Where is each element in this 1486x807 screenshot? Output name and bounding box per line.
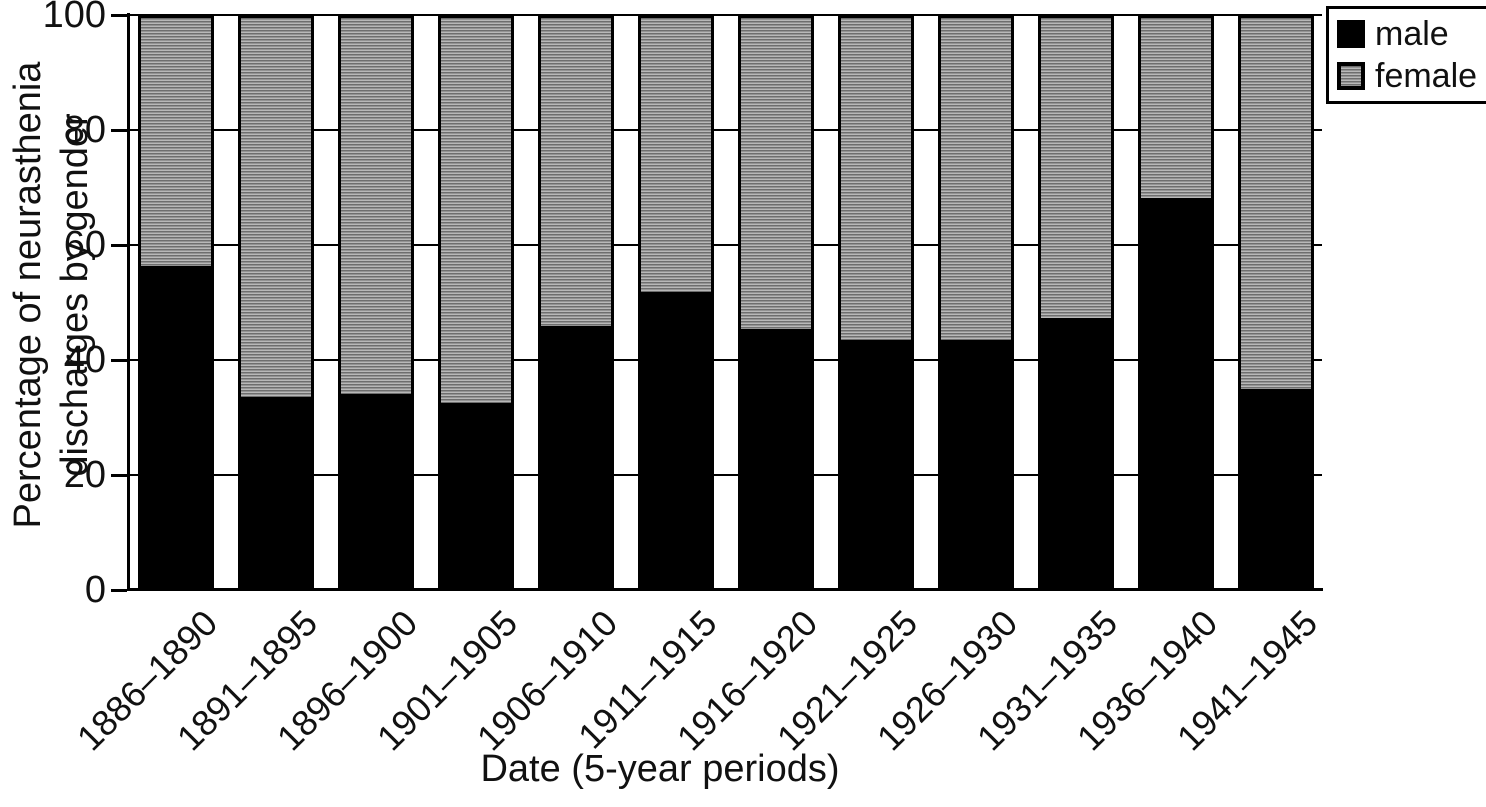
y-gridline-100 xyxy=(130,14,1322,16)
bar-male-segment xyxy=(441,404,511,587)
legend-male-label: male xyxy=(1375,15,1449,53)
bar-1921–1925 xyxy=(838,15,914,590)
y-tick-label-40: 40 xyxy=(63,339,106,381)
bar-1906–1910 xyxy=(538,15,614,590)
y-tick-label-60: 60 xyxy=(63,224,106,266)
bar-male-segment xyxy=(541,328,611,587)
x-axis-line xyxy=(127,588,1323,591)
bar-1896–1900 xyxy=(338,15,414,590)
y-tick-80 xyxy=(111,129,127,132)
bar-male-segment xyxy=(1041,319,1111,587)
bar-female-segment xyxy=(1141,18,1211,201)
y-tick-100 xyxy=(111,14,127,17)
bar-female-segment xyxy=(541,18,611,329)
y-gridline-60 xyxy=(130,244,1322,246)
bar-1911–1915 xyxy=(638,15,714,590)
bar-female-segment xyxy=(1041,18,1111,320)
bar-female-segment xyxy=(241,18,311,400)
bar-male-segment xyxy=(841,342,911,587)
bar-male-segment xyxy=(741,330,811,587)
bar-male-segment xyxy=(941,342,1011,587)
bar-1936–1940 xyxy=(1138,15,1214,590)
y-tick-label-20: 20 xyxy=(63,454,106,496)
legend: male female xyxy=(1326,6,1486,104)
bar-female-segment xyxy=(141,18,211,269)
bar-female-segment xyxy=(741,18,811,331)
bar-1916–1920 xyxy=(738,15,814,590)
y-gridline-40 xyxy=(130,359,1322,361)
y-tick-label-100: 100 xyxy=(42,0,106,36)
y-gridline-80 xyxy=(130,129,1322,131)
bar-1886–1890 xyxy=(138,15,214,590)
legend-female-label: female xyxy=(1375,57,1478,95)
bar-female-segment xyxy=(341,18,411,397)
bar-female-segment xyxy=(941,18,1011,343)
bar-male-segment xyxy=(241,399,311,587)
bar-1891–1895 xyxy=(238,15,314,590)
y-tick-0 xyxy=(111,589,127,592)
bar-male-segment xyxy=(1141,200,1211,587)
bar-female-segment xyxy=(841,18,911,343)
y-axis-line xyxy=(127,13,130,591)
y-tick-40 xyxy=(111,359,127,362)
bar-male-segment xyxy=(341,396,411,587)
y-tick-20 xyxy=(111,474,127,477)
bar-1901–1905 xyxy=(438,15,514,590)
y-tick-label-0: 0 xyxy=(84,569,106,611)
y-tick-60 xyxy=(111,244,127,247)
bar-1931–1935 xyxy=(1038,15,1114,590)
bar-1926–1930 xyxy=(938,15,1014,590)
bar-female-segment xyxy=(441,18,511,405)
legend-female-swatch-icon xyxy=(1337,62,1365,90)
y-tick-label-80: 80 xyxy=(63,109,106,151)
bar-1941–1945 xyxy=(1238,15,1314,590)
bar-male-segment xyxy=(1241,390,1311,587)
bar-male-segment xyxy=(641,293,711,587)
legend-item-male: male xyxy=(1337,15,1477,53)
legend-male-swatch-icon xyxy=(1337,20,1365,48)
bar-female-segment xyxy=(1241,18,1311,391)
bar-male-segment xyxy=(141,268,211,587)
legend-item-female: female xyxy=(1337,57,1477,95)
y-gridline-20 xyxy=(130,474,1322,476)
bar-female-segment xyxy=(641,18,711,294)
x-axis-title: Date (5-year periods) xyxy=(480,748,840,790)
